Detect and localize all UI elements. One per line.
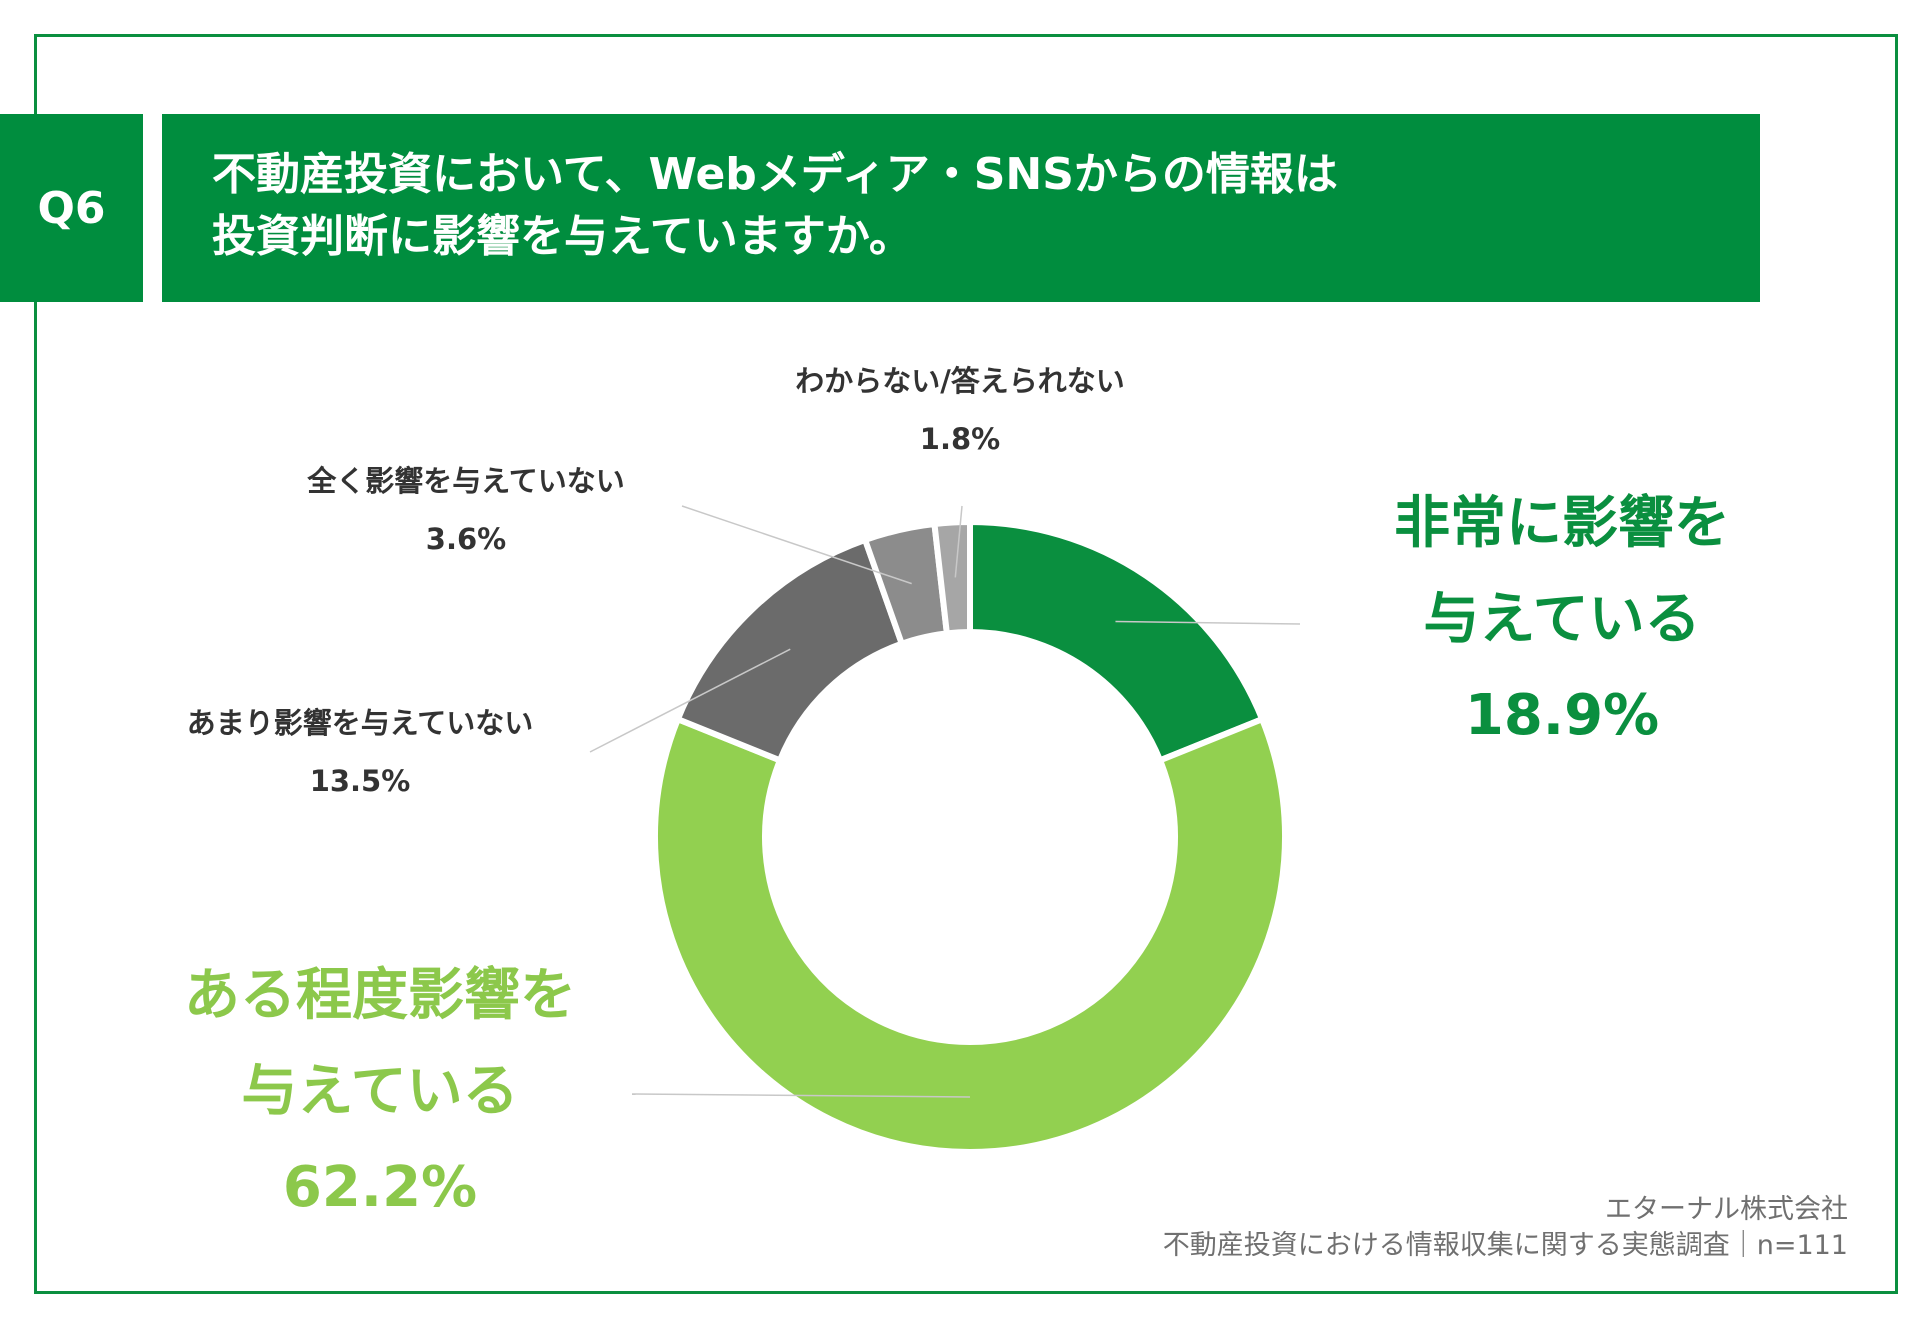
- slice-value-none: 3.6%: [425, 522, 507, 556]
- slice-label-none: 全く影響を与えていない 3.6%: [256, 452, 676, 568]
- slice-label-moderate-line-2: 与えている: [241, 1059, 519, 1124]
- leader-line-strong: [1115, 620, 1301, 625]
- slice-label-unknown: わからない/答えられない 1.8%: [740, 352, 1180, 468]
- leader-lines: [589, 505, 1301, 1098]
- slice-label-little: あまり影響を与えていない 13.5%: [140, 694, 580, 810]
- footer-survey: 不動産投資における情報収集に関する実態調査｜n=111: [1162, 1230, 1848, 1261]
- slice-label-strong: 非常に影響を 与えている 18.9%: [1372, 476, 1752, 764]
- slice-label-moderate: ある程度影響を 与えている 62.2%: [150, 948, 610, 1236]
- question-title-line-2: 投資判断に影響を与えていますか。: [212, 211, 913, 262]
- slice-label-strong-line-1: 非常に影響を: [1394, 491, 1730, 556]
- leader-line-none: [681, 505, 912, 585]
- slice-label-none-line-1: 全く影響を与えていない: [307, 464, 625, 498]
- chart-frame: [34, 34, 1898, 1294]
- donut-slice-strong: [967, 518, 1267, 765]
- leader-line-little: [589, 648, 791, 753]
- question-title: 不動産投資において、Webメディア・SNSからの情報は 投資判断に影響を与えてい…: [162, 114, 1760, 302]
- donut-slice-moderate: [652, 715, 1288, 1155]
- slice-label-little-line-1: あまり影響を与えていない: [186, 706, 534, 740]
- leader-line-unknown: [954, 505, 963, 578]
- question-title-line-1: 不動産投資において、Webメディア・SNSからの情報は: [212, 149, 1338, 200]
- question-number-badge: Q6: [0, 114, 143, 302]
- source-footer: エターナル株式会社 不動産投資における情報収集に関する実態調査｜n=111: [1163, 1192, 1848, 1264]
- slice-value-unknown: 1.8%: [919, 422, 1001, 456]
- slice-value-little: 13.5%: [309, 764, 411, 798]
- donut-slice-unknown: [931, 518, 973, 637]
- slice-label-strong-line-2: 与えている: [1423, 587, 1701, 652]
- slice-value-strong: 18.9%: [1464, 683, 1660, 748]
- slice-label-unknown-line-1: わからない/答えられない: [795, 364, 1125, 398]
- slice-value-moderate: 62.2%: [282, 1155, 478, 1220]
- slice-label-moderate-line-1: ある程度影響を: [184, 963, 576, 1028]
- leader-line-moderate: [631, 1093, 971, 1098]
- donut-slices: [652, 518, 1288, 1155]
- footer-company: エターナル株式会社: [1605, 1194, 1848, 1225]
